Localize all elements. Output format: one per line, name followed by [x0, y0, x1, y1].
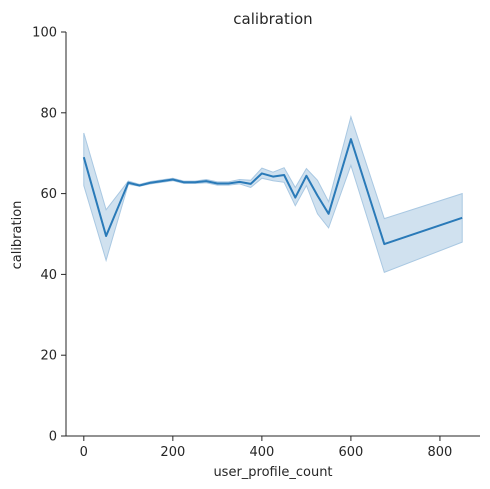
y-tick-label: 80 [40, 106, 57, 121]
chart-title: calibration [233, 10, 312, 28]
y-tick-label: 0 [49, 430, 57, 445]
x-axis-label: user_profile_count [213, 465, 332, 480]
y-tick-label: 40 [40, 268, 57, 283]
y-tick-label: 100 [32, 26, 57, 41]
y-axis-ticks: 0 20 40 60 80 100 [32, 26, 66, 445]
y-axis-label: calibration [10, 201, 25, 270]
plot-area [82, 115, 463, 274]
y-tick-label: 60 [40, 187, 57, 202]
y-tick-label: 20 [40, 349, 57, 364]
x-axis-ticks: 0 200 400 600 800 [80, 436, 453, 460]
confidence-band [83, 115, 463, 274]
x-tick-label: 400 [249, 445, 274, 460]
x-tick-label: 600 [338, 445, 363, 460]
x-tick-label: 200 [160, 445, 185, 460]
x-tick-label: 0 [80, 445, 88, 460]
series-line [82, 138, 463, 246]
x-tick-label: 800 [428, 445, 453, 460]
